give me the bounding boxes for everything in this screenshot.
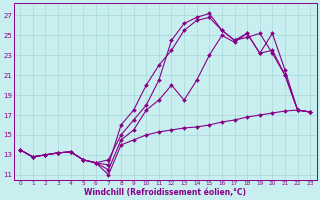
X-axis label: Windchill (Refroidissement éolien,°C): Windchill (Refroidissement éolien,°C) <box>84 188 246 197</box>
